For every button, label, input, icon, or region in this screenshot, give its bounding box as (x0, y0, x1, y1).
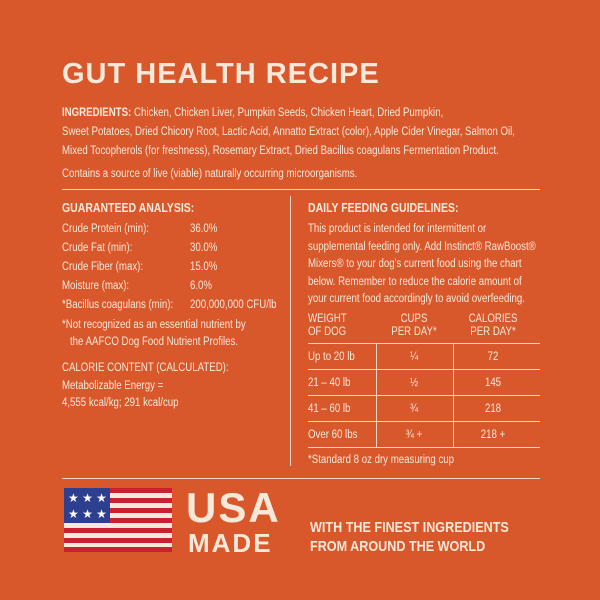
feeding-cell: Up to 20 lb (308, 351, 355, 363)
ingredients-line: Chicken, Chicken Liver, Pumpkin Seeds, C… (134, 107, 444, 119)
feeding-cell: 41 – 60 lb (308, 403, 351, 415)
column-header: PER DAY* (470, 326, 516, 338)
made: MADE (188, 528, 273, 558)
note: Contains a source of live (viable) natur… (62, 168, 358, 180)
nutrient-value: 30.0% (190, 242, 218, 254)
usa: USA (186, 484, 281, 531)
feeding-text: below. Remember to reduce the calorie am… (308, 275, 522, 288)
rule (308, 343, 540, 344)
section-heading: DAILY FEEDING GUIDELINES: (308, 201, 459, 215)
column-header: CALORIES (468, 313, 518, 325)
tagline: FROM AROUND THE WORLD (310, 538, 486, 555)
nutrient-value: 36.0% (190, 223, 218, 235)
calorie-text: Metabolizable Energy = (62, 380, 164, 392)
footnote: *Not recognized as an essential nutrient… (62, 319, 246, 331)
nutrient-value: 200,000,000 CFU/lb (190, 299, 277, 311)
column-header: OF DOG (308, 326, 347, 338)
feeding-cell: ½ (409, 377, 419, 389)
feeding-cell: ¼ (409, 351, 419, 363)
ingredients-label: INGREDIENTS: (62, 107, 132, 119)
calorie-heading: CALORIE CONTENT (CALCULATED): (62, 362, 229, 374)
column-header: WEIGHT (308, 313, 347, 325)
divider (290, 196, 291, 466)
rule (62, 189, 540, 190)
feeding-text: Mixers® to your dog's current food using… (308, 258, 522, 270)
ingredients-line: Mixed Tocopherols (for freshness), Rosem… (62, 145, 499, 157)
rule (308, 395, 540, 396)
nutrient: *Bacillus coagulans (min): (62, 299, 174, 311)
feeding-cell: ¾ + (405, 429, 423, 441)
feeding-cell: 218 + (480, 429, 506, 441)
feeding-cell: Over 60 lbs (308, 429, 358, 441)
nutrient: Crude Fat (min): (62, 242, 133, 254)
rule (62, 478, 540, 479)
feeding-cell: 145 (484, 377, 502, 389)
feeding-cell: ¾ (409, 403, 419, 415)
feeding-cell: 218 (484, 403, 502, 415)
feeding-text: your current food accordingly to avoid o… (308, 293, 525, 305)
rule (308, 369, 540, 370)
svg-text:★ ★ ★: ★ ★ ★ (68, 507, 107, 521)
column-header: PER DAY* (391, 326, 437, 338)
rule (308, 421, 540, 422)
calorie-text: 4,555 kcal/kg; 291 kcal/cup (62, 397, 179, 409)
nutrient: Crude Fiber (max): (62, 261, 144, 273)
nutrient: Crude Protein (min): (62, 223, 149, 235)
footnote: the AAFCO Dog Food Nutrient Profiles. (70, 336, 239, 348)
column-header: CUPS (400, 313, 428, 325)
footnote: *Standard 8 oz dry measuring cup (308, 454, 455, 466)
title: GUT HEALTH RECIPE (62, 58, 380, 90)
svg-text:★ ★ ★: ★ ★ ★ (68, 491, 107, 505)
section-heading: GUARANTEED ANALYSIS: (62, 201, 195, 215)
nutrient-value: 15.0% (190, 261, 218, 273)
nutrient: Moisture (max): (62, 280, 130, 292)
feeding-cell: 72 (487, 351, 499, 363)
ingredients-line: Sweet Potatoes, Dried Chicory Root, Lact… (62, 126, 515, 138)
us-flag: ★ ★ ★ ★ ★ ★ (64, 488, 172, 552)
feeding-cell: 21 – 40 lb (308, 377, 351, 389)
feeding-text: This product is intended for intermitten… (308, 223, 487, 235)
rule (308, 447, 540, 448)
feeding-text: supplemental feeding only. Add Instinct®… (308, 240, 536, 253)
nutrient-value: 6.0% (190, 280, 213, 292)
tagline: WITH THE FINEST INGREDIENTS (310, 519, 509, 536)
